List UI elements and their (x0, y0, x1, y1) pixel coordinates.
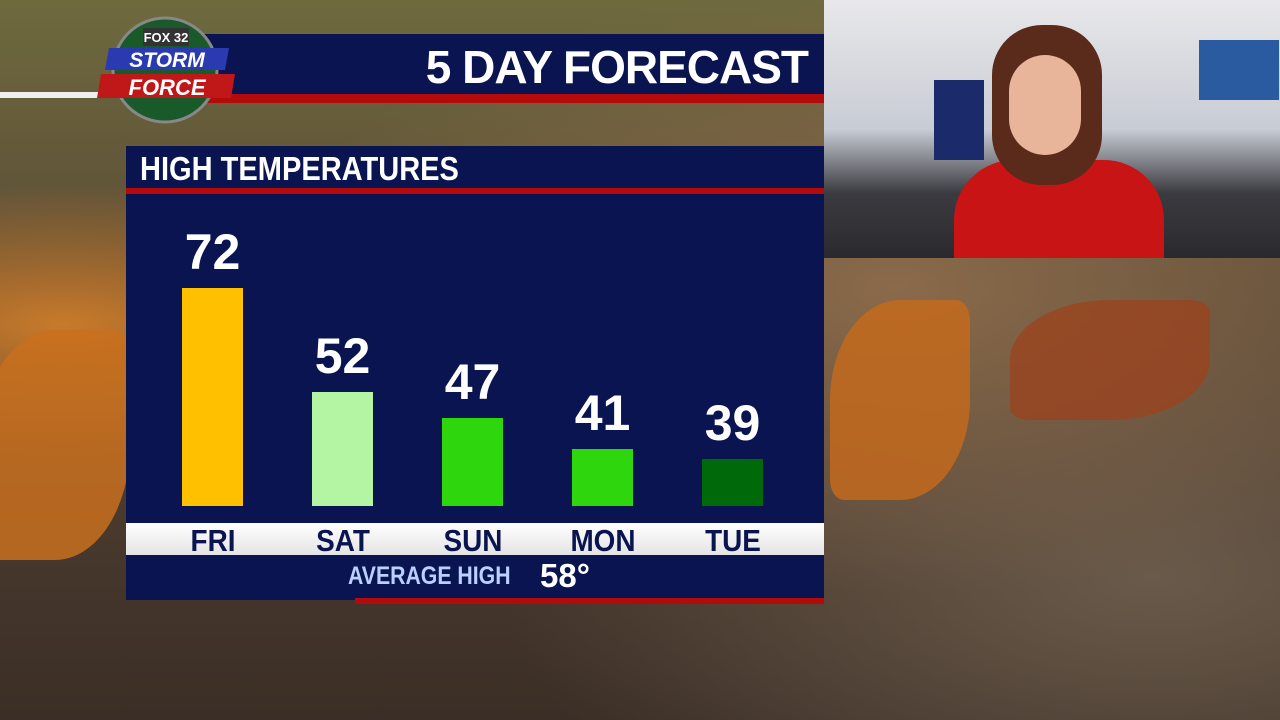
storm-force-logo: FOX 32 STORM FORCE (97, 16, 235, 124)
tick-label-sun: SUN (443, 523, 503, 558)
tick-label-mon: MON (570, 523, 636, 558)
presenter-video (824, 0, 1280, 258)
header-accent-line (0, 92, 110, 98)
panel-red-stripe (126, 188, 824, 194)
background-leaf (830, 300, 970, 500)
data-label-mon: 41 (574, 384, 631, 441)
studio-screen (1199, 40, 1279, 100)
bar-sun (442, 417, 503, 506)
panel-header: HIGH TEMPERATURES (126, 146, 824, 188)
studio-screen (934, 80, 984, 160)
presenter-face (1009, 55, 1081, 155)
background-leaf (0, 330, 130, 560)
average-high-label: AVERAGE HIGH (348, 562, 511, 590)
bar-sat (312, 391, 373, 506)
bar-mon (572, 448, 633, 506)
data-label-tue: 39 (704, 395, 761, 452)
bar-fri (182, 287, 243, 506)
tick-label-sat: SAT (316, 523, 370, 558)
svg-text:STORM: STORM (129, 49, 205, 72)
panel-bottom-red-stripe (355, 598, 824, 604)
chart-title: HIGH TEMPERATURES (140, 150, 459, 187)
tick-label-tue: TUE (705, 523, 761, 558)
header-red-stripe (200, 94, 824, 103)
data-label-sat: 52 (314, 327, 371, 384)
background-leaf (1010, 300, 1210, 420)
svg-text:FORCE: FORCE (129, 75, 207, 100)
header-title: 5 DAY FORECAST (425, 41, 809, 93)
header-bar: 5 DAY FORECAST (200, 34, 824, 94)
data-label-fri: 72 (184, 223, 241, 280)
tick-label-fri: FRI (190, 523, 236, 558)
average-high-value: 58° (540, 557, 590, 594)
day-label-strip: FRI SAT SUN MON TUE (126, 523, 824, 558)
bar-tue (702, 459, 763, 506)
data-label-sun: 47 (444, 353, 501, 410)
chart-panel: HIGH TEMPERATURES 72 52 47 41 39 FRI SAT SUN… (126, 146, 824, 600)
svg-text:FOX 32: FOX 32 (144, 30, 189, 45)
